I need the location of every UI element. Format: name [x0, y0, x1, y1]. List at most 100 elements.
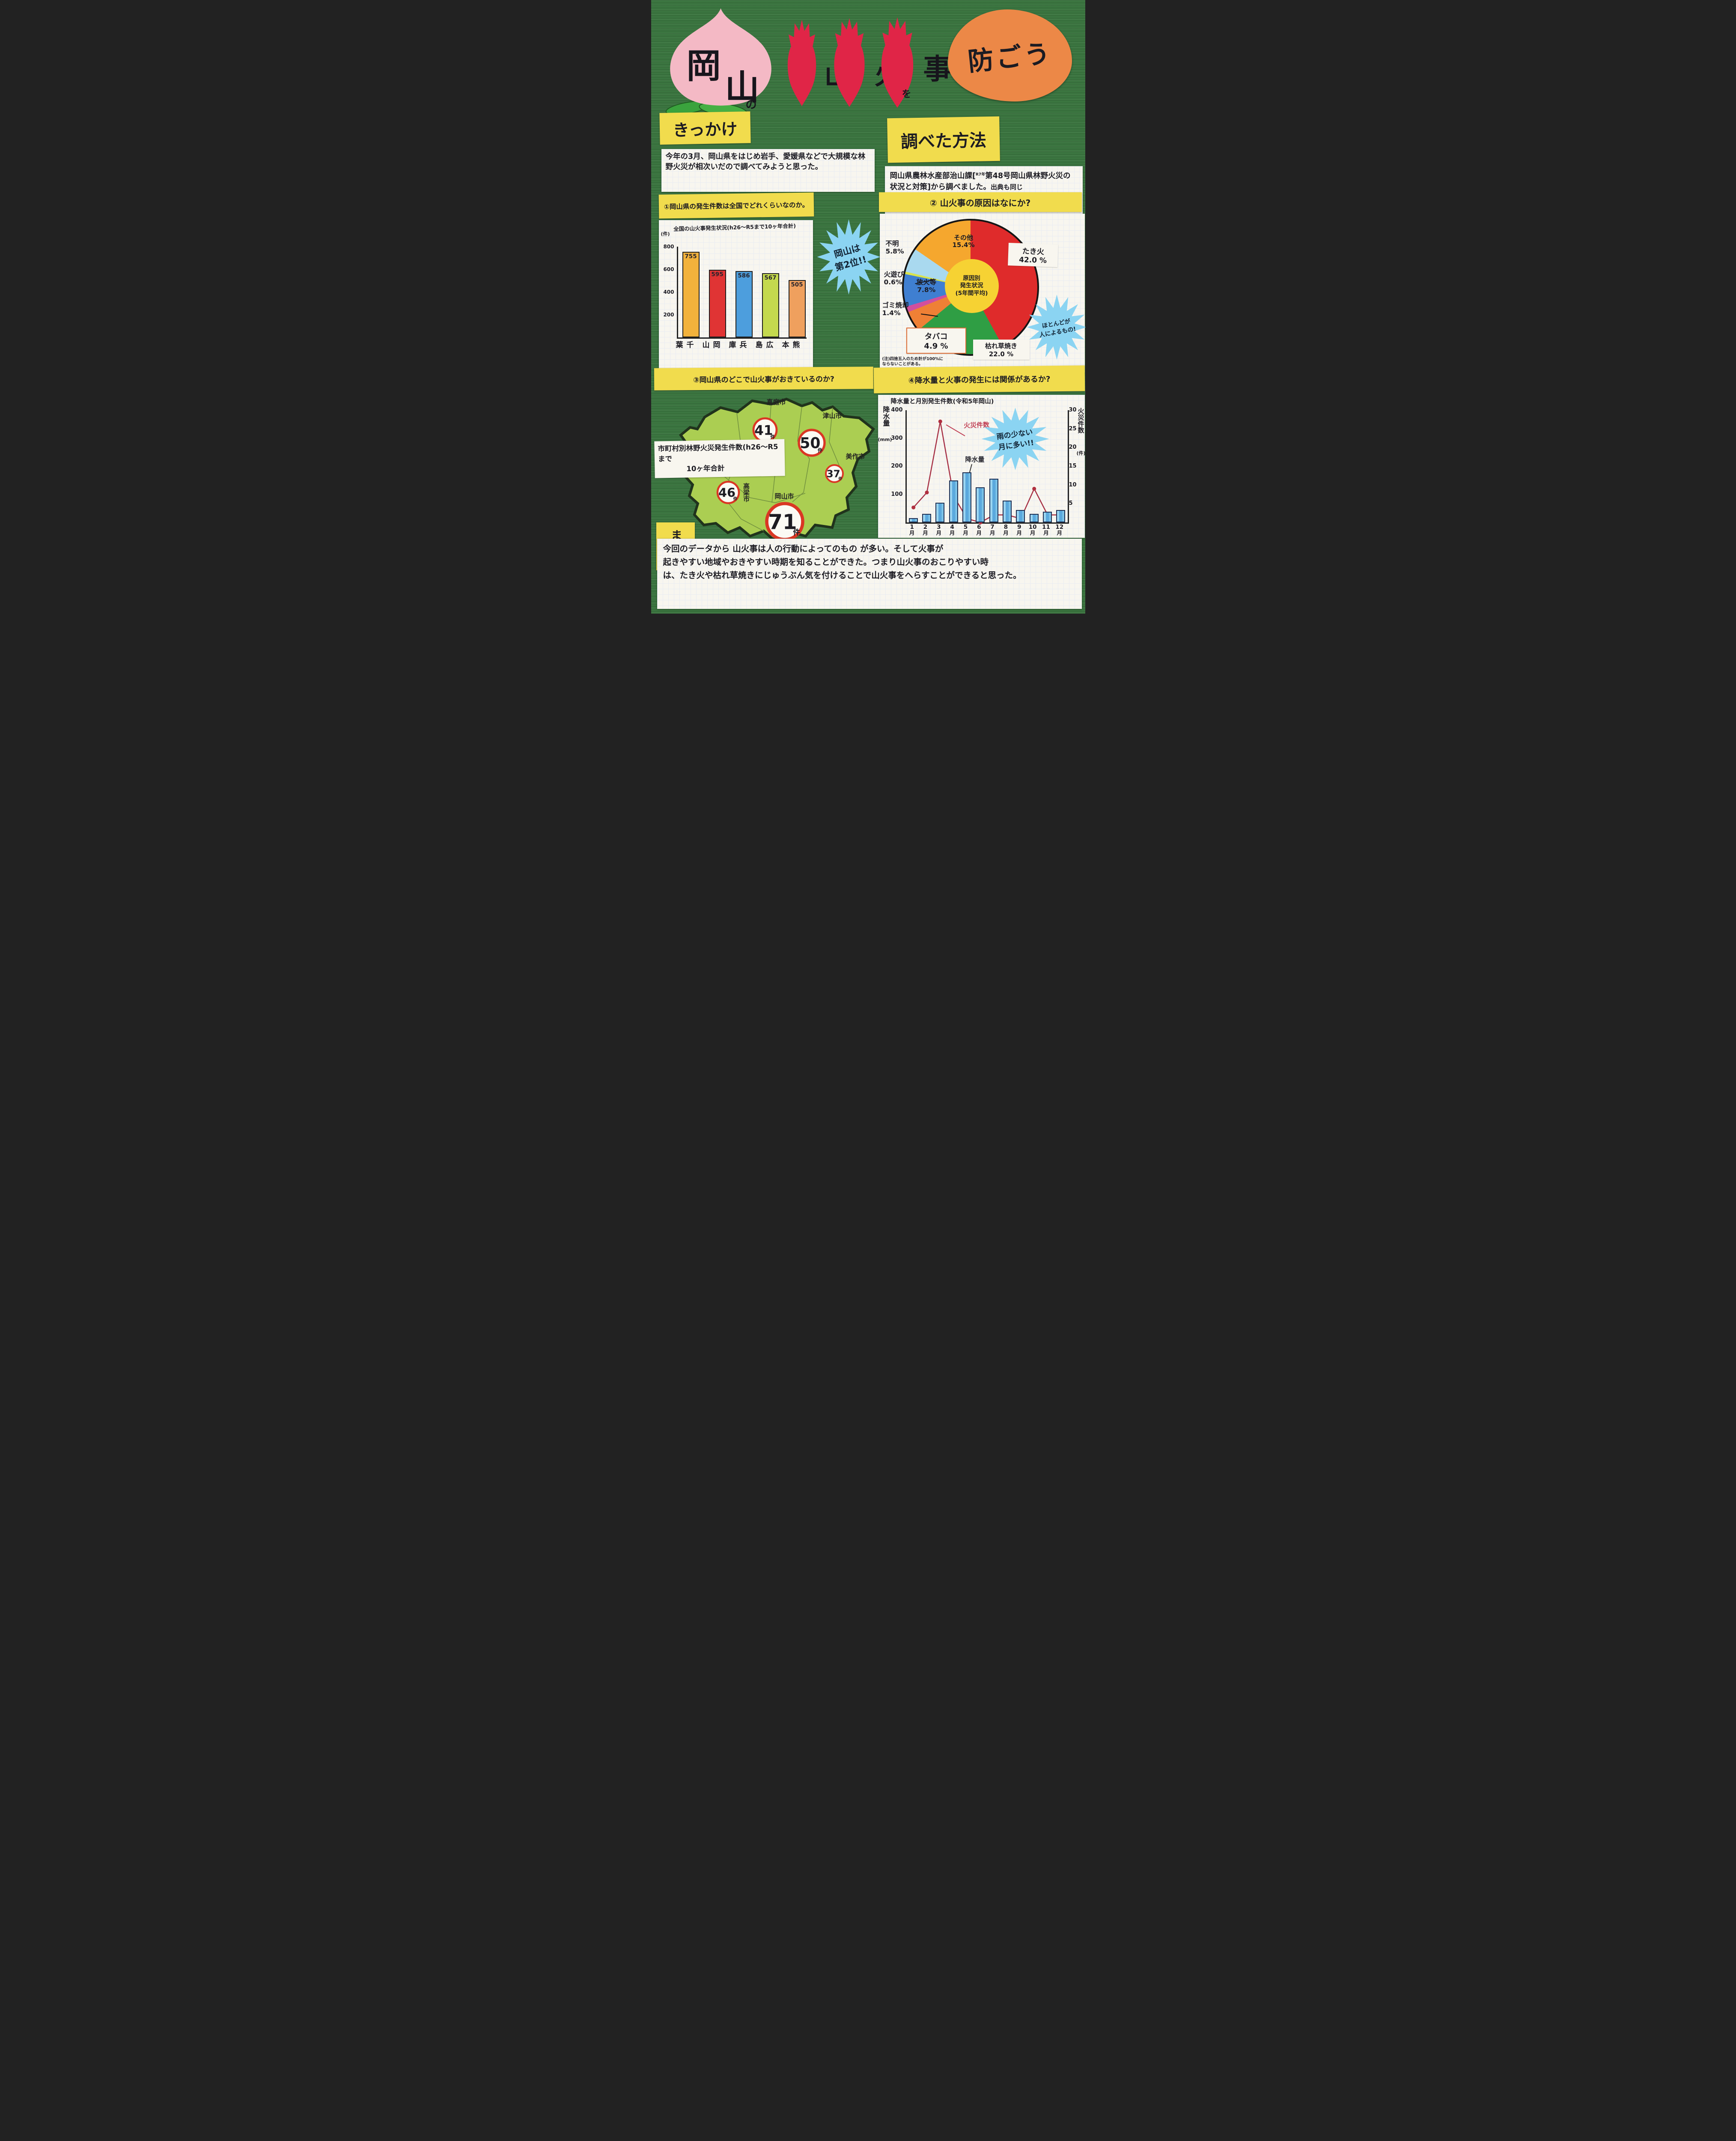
rain-bar-11月: [1043, 512, 1052, 522]
rain-bar-10月: [1029, 514, 1039, 522]
pie-label-hiasobi-pct: 0.6%: [884, 278, 902, 286]
title-char-yama: 山: [725, 68, 759, 107]
month-label: 11 月: [1039, 524, 1053, 536]
month-number: 7: [990, 524, 995, 531]
pie-label-karekusa: 枯れ草焼き 22.0 %: [973, 340, 1030, 360]
map-city-美作市: 37件 美作市: [825, 453, 865, 483]
fire-count-point: [1032, 486, 1036, 491]
title-char-ji: 事: [923, 53, 952, 86]
pie-label-hiasobi: 火遊び 0.6%: [884, 271, 904, 286]
map-city-name: 津山市: [822, 412, 842, 420]
combo-left-tick: 100: [891, 491, 903, 498]
title-char-oka: 岡: [686, 46, 721, 86]
month-number: 1: [910, 524, 914, 531]
map-count-value: 41: [754, 423, 773, 438]
bar-chart-y-axis: 200 400 600 800: [659, 244, 676, 337]
pie-label-karekusa-pct: 22.0 %: [989, 350, 1014, 358]
q3-heading: ③岡山県のどこで山火事がおきているのか?: [654, 367, 873, 391]
map-count-value: 50: [800, 435, 820, 452]
pie-label-fumei-name: 不明: [885, 240, 899, 247]
bar-ytick: 200: [663, 312, 674, 318]
bar-ytick: 400: [663, 289, 674, 295]
fire-count-polyline: [913, 421, 1061, 523]
month-kanji: 月: [963, 530, 968, 537]
rain-bar-12月: [1056, 510, 1066, 522]
combo-right-tick: 10: [1069, 481, 1077, 488]
map-count-unit: 件: [793, 528, 800, 537]
month-kanji: 月: [1057, 530, 1063, 537]
month-number: 8: [1003, 524, 1008, 531]
title-peach: 岡 山 の: [662, 5, 780, 111]
combo-right-tick: 20: [1069, 444, 1077, 451]
q3-heading-text: ③岡山県のどこで山火事がおきているのか?: [693, 375, 834, 385]
map-city-高梁市: 46件 高梁市: [716, 480, 750, 504]
title-particle-wo: を: [902, 89, 911, 100]
bar-category: 広島: [753, 341, 773, 349]
map-city-津山市: 50件 津山市: [797, 412, 842, 457]
method-body-2: 第48号岡山県林野火災の状況と対策]から調べました。: [890, 172, 1071, 192]
month-kanji: 月: [1043, 530, 1049, 537]
combo-left-axis-label: 降水量: [881, 406, 890, 426]
month-kanji: 月: [976, 530, 982, 537]
month-label: 10 月: [1026, 524, 1039, 536]
month-number: 11: [1042, 524, 1050, 531]
map-count-circle: [797, 429, 826, 457]
bar-category: 岡山: [700, 341, 720, 349]
month-kanji: 月: [949, 530, 955, 537]
q2-heading-text: ② 山火事の原因はなにか?: [929, 197, 1031, 208]
month-kanji: 月: [1003, 530, 1009, 537]
legend-fire-count: 火災件数: [963, 420, 989, 430]
method-body-1: 岡山県農林水産部治山課[: [890, 172, 976, 180]
combo-month-labels: 1 月 2 月 3 月 4 月 5 月 6 月 7 月 8 月 9 月 10 月 11 月 12 月: [905, 524, 1066, 536]
q4-burst: 雨の少ない 月に多い!!: [981, 408, 1049, 470]
combo-right-tick: 30: [1069, 407, 1077, 413]
month-number: 2: [923, 524, 928, 531]
pie-center-label: 原因別 発生状況 (5年間平均): [944, 259, 999, 313]
month-number: 5: [963, 524, 968, 531]
map-city-真庭市: 41件 真庭市: [752, 398, 786, 443]
month-kanji: 月: [1016, 530, 1022, 537]
month-number: 3: [937, 524, 941, 531]
combo-left-ticks: 100 200 300 400: [888, 407, 904, 522]
map-city-name: 美作市: [846, 453, 865, 460]
legend-rainfall: 降水量: [965, 456, 985, 463]
map-city-name: 真庭市: [766, 398, 786, 406]
map-count-unit: 件: [817, 447, 822, 453]
q1-heading-text: ①岡山県の発生件数は全国でどれくらいなのか。: [664, 201, 809, 211]
q4-heading-text: ④降水量と火事の発生には関係があるか?: [908, 375, 1050, 385]
combo-right-tick: 15: [1069, 463, 1077, 469]
kikkake-body: 今年の3月、岡山県をはじめ岩手、愛媛県などで大規模な林野火災が相次いだので調べて…: [665, 152, 866, 172]
month-number: 9: [1017, 524, 1021, 531]
method-label-text: 調べた方法: [900, 131, 986, 152]
combo-title: 降水量と月別発生件数(令和5年岡山): [890, 398, 994, 405]
matome-card: 今回のデータから 山火事は人の行動によってのもの が多い。そして火事が 起きやす…: [657, 539, 1082, 609]
method-body-3: 出典も同じ: [991, 183, 1023, 191]
bar-chart-plot: 755 595 586 567 505: [676, 247, 807, 339]
bar-category: 兵庫: [727, 341, 747, 349]
month-kanji: 月: [923, 530, 928, 537]
month-kanji: 月: [909, 530, 915, 537]
pie-label-sonota-pct: 15.4%: [952, 241, 975, 249]
pie-label-tabako-pct: 4.9 %: [924, 342, 948, 351]
combo-left-tick: 200: [891, 463, 903, 469]
bar-岡山: 595: [709, 270, 726, 337]
cause-pie-card: 原因別 発生状況 (5年間平均) その他 15.4% たき火 42.0 % 不明…: [879, 214, 1085, 373]
bar-千葉: 755: [682, 251, 700, 337]
rain-bar-6月: [976, 487, 985, 522]
rain-bar-3月: [935, 503, 945, 522]
bar-value: 586: [738, 272, 750, 279]
rain-bar-2月: [922, 514, 931, 522]
q2-burst-text: ほとんどが 人によるもの!: [1039, 318, 1077, 339]
combo-left-tick: 400: [891, 407, 903, 413]
pie-label-karekusa-name: 枯れ草焼き: [985, 342, 1017, 350]
combo-right-tick: 5: [1069, 500, 1073, 507]
map-city-name: 高梁市: [742, 483, 750, 503]
pie-label-tabako: タバコ 4.9 %: [906, 328, 966, 354]
map-label-strip: 市町村別林野火災発生件数(h26〜R5まで 10ヶ年合計: [654, 439, 785, 478]
pie-label-gomi-pct: 1.4%: [882, 309, 901, 317]
kikkake-label: きっかけ: [659, 111, 751, 145]
bar-value: 595: [711, 271, 724, 278]
pie-label-hiasobi-name: 火遊び: [884, 271, 904, 278]
